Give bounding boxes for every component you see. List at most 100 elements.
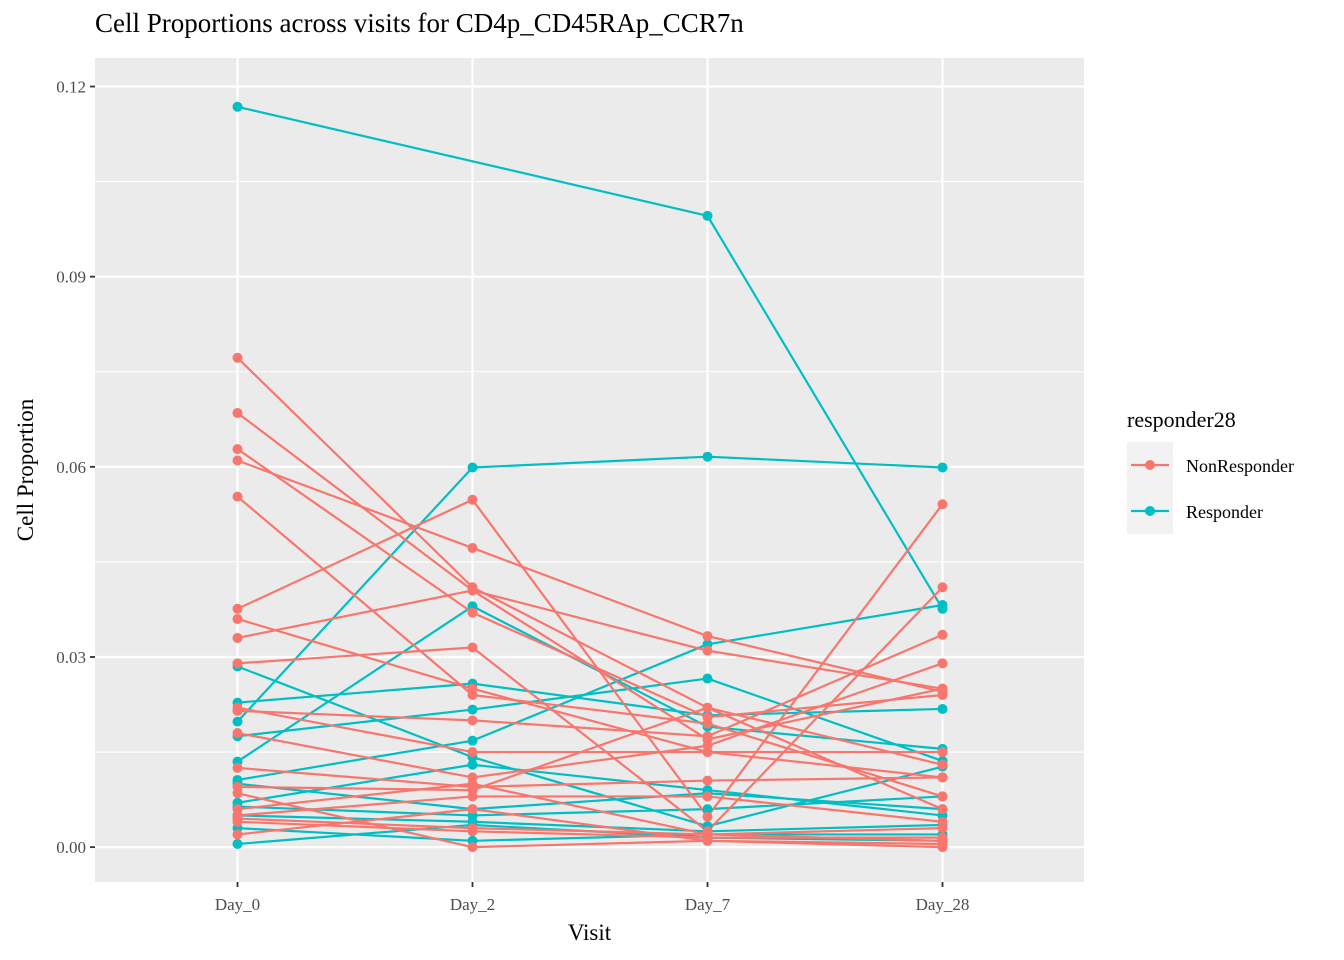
series-line-responder [237, 665, 943, 828]
data-point-nonresponder [702, 731, 713, 742]
data-point-nonresponder [937, 832, 948, 843]
data-point-nonresponder [232, 829, 243, 840]
x-tick-label: Day_2 [450, 895, 495, 914]
series-line-nonresponder [236, 448, 943, 719]
series-line-nonresponder [237, 586, 944, 833]
x-tick-label: Day_7 [685, 895, 731, 914]
series-line-nonresponder [237, 662, 943, 779]
data-point-nonresponder [467, 585, 478, 596]
legend-key-point [1145, 506, 1155, 516]
data-point-responder [232, 838, 243, 849]
data-point-responder [937, 703, 948, 714]
data-point-responder [937, 600, 948, 611]
series-points [232, 101, 948, 853]
data-point-responder [702, 804, 713, 815]
data-point-nonresponder [467, 804, 478, 815]
data-point-nonresponder [937, 842, 948, 853]
x-axis-title: Visit [568, 920, 612, 945]
data-point-nonresponder [467, 642, 478, 653]
data-point-nonresponder [232, 491, 243, 502]
data-point-responder [467, 735, 478, 746]
data-point-nonresponder [702, 645, 713, 656]
series-line-nonresponder [237, 792, 943, 849]
data-point-nonresponder [467, 842, 478, 853]
data-point-nonresponder [467, 715, 478, 726]
data-point-nonresponder [467, 826, 478, 837]
data-point-nonresponder [937, 823, 948, 834]
data-point-nonresponder [937, 683, 948, 694]
y-axis-title: Cell Proportion [13, 398, 38, 541]
series-line-responder [236, 605, 943, 763]
data-point-nonresponder [937, 804, 948, 815]
y-tick-label: 0.00 [56, 838, 86, 857]
data-point-nonresponder [232, 658, 243, 669]
x-tick-label: Day_28 [916, 895, 970, 914]
data-point-nonresponder [467, 607, 478, 618]
data-point-responder [702, 451, 713, 462]
data-point-nonresponder [232, 352, 243, 363]
y-tick-label: 0.03 [56, 648, 86, 667]
data-point-nonresponder [702, 702, 713, 713]
data-point-nonresponder [467, 542, 478, 553]
legend-entry-nonresponder: NonResponder [1127, 442, 1294, 488]
data-point-nonresponder [937, 747, 948, 758]
series-line-responder [237, 795, 943, 817]
data-point-responder [702, 210, 713, 221]
legend: responder28 NonResponder Responder [1127, 407, 1294, 534]
data-point-responder [467, 704, 478, 715]
data-point-nonresponder [232, 728, 243, 739]
series-line-nonresponder [237, 589, 943, 690]
legend-label-responder: Responder [1186, 502, 1263, 522]
series-line-nonresponder [237, 633, 943, 738]
data-point-nonresponder [232, 632, 243, 643]
legend-title: responder28 [1127, 407, 1236, 432]
x-tick-label: Day_0 [215, 895, 260, 914]
data-point-nonresponder [937, 658, 948, 669]
series-line-nonresponder [236, 495, 943, 798]
data-point-nonresponder [232, 613, 243, 624]
data-point-nonresponder [232, 816, 243, 827]
series-line-nonresponder [237, 766, 943, 789]
data-point-nonresponder [467, 791, 478, 802]
series-line-responder [237, 603, 943, 782]
axis-ticks: 0.00 0.03 0.06 0.09 0.12 Day_0 Day_2 Day_7 Day_2… [56, 78, 969, 914]
series-line-responder [237, 682, 943, 717]
data-point-responder [702, 673, 713, 684]
series-line-nonresponder [237, 498, 944, 818]
data-point-responder [467, 462, 478, 473]
data-point-nonresponder [937, 629, 948, 640]
data-point-responder [937, 462, 948, 473]
data-point-nonresponder [702, 791, 713, 802]
data-point-nonresponder [937, 759, 948, 770]
series-line-nonresponder [237, 808, 943, 849]
legend-label-nonresponder: NonResponder [1186, 456, 1294, 476]
series-line-nonresponder [237, 820, 943, 839]
data-point-nonresponder [467, 683, 478, 694]
data-point-responder [467, 759, 478, 770]
data-point-nonresponder [467, 778, 478, 789]
data-point-nonresponder [232, 762, 243, 773]
data-point-nonresponder [232, 455, 243, 466]
data-point-nonresponder [937, 791, 948, 802]
chart-title: Cell Proportions across visits for CD4p_… [95, 8, 744, 38]
data-point-nonresponder [702, 835, 713, 846]
series-line-nonresponder [237, 706, 943, 779]
data-point-nonresponder [467, 494, 478, 505]
data-point-nonresponder [702, 775, 713, 786]
legend-entry-responder: Responder [1127, 488, 1263, 534]
data-point-nonresponder [702, 718, 713, 729]
series-line-responder [237, 677, 943, 762]
data-point-responder [232, 101, 243, 112]
series-line-nonresponder [237, 617, 943, 754]
legend-key-point [1145, 460, 1155, 470]
y-tick-label: 0.06 [56, 458, 86, 477]
series-line-nonresponder [237, 795, 943, 823]
data-point-nonresponder [937, 772, 948, 783]
series-line-nonresponder [237, 817, 943, 836]
series-line-nonresponder [236, 357, 943, 766]
data-point-nonresponder [232, 444, 243, 455]
y-tick-label: 0.12 [56, 78, 86, 97]
y-tick-label: 0.09 [56, 268, 86, 287]
data-point-nonresponder [232, 407, 243, 418]
